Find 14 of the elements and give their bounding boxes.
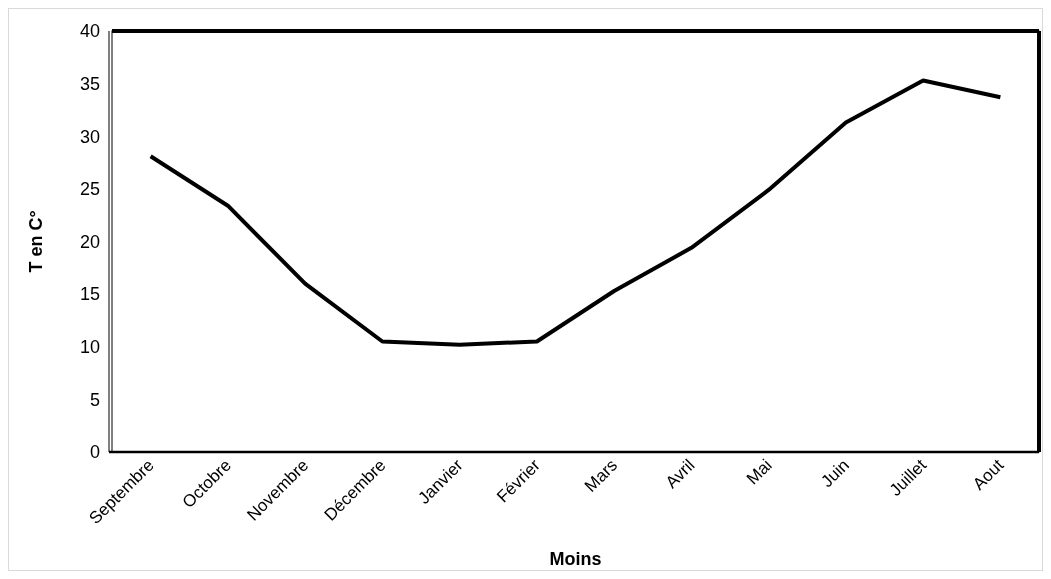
x-tick-label: Mai bbox=[742, 455, 776, 489]
y-tick-label: 10 bbox=[79, 337, 100, 358]
line-series bbox=[148, 78, 1003, 347]
y-tick-label: 0 bbox=[89, 442, 100, 463]
x-axis-title: Moins bbox=[549, 549, 602, 569]
y-tick-label: 5 bbox=[89, 389, 100, 410]
y-axis-title: T en C° bbox=[26, 210, 46, 273]
y-tick-label: 20 bbox=[79, 231, 100, 252]
x-tick-label: Juin bbox=[817, 455, 853, 492]
y-tick-label: 25 bbox=[79, 179, 100, 200]
y-tick-label: 35 bbox=[79, 73, 100, 94]
y-tick-label: 40 bbox=[79, 21, 100, 42]
y-tick-label: 30 bbox=[79, 126, 100, 147]
y-tick-label: 15 bbox=[79, 284, 100, 305]
